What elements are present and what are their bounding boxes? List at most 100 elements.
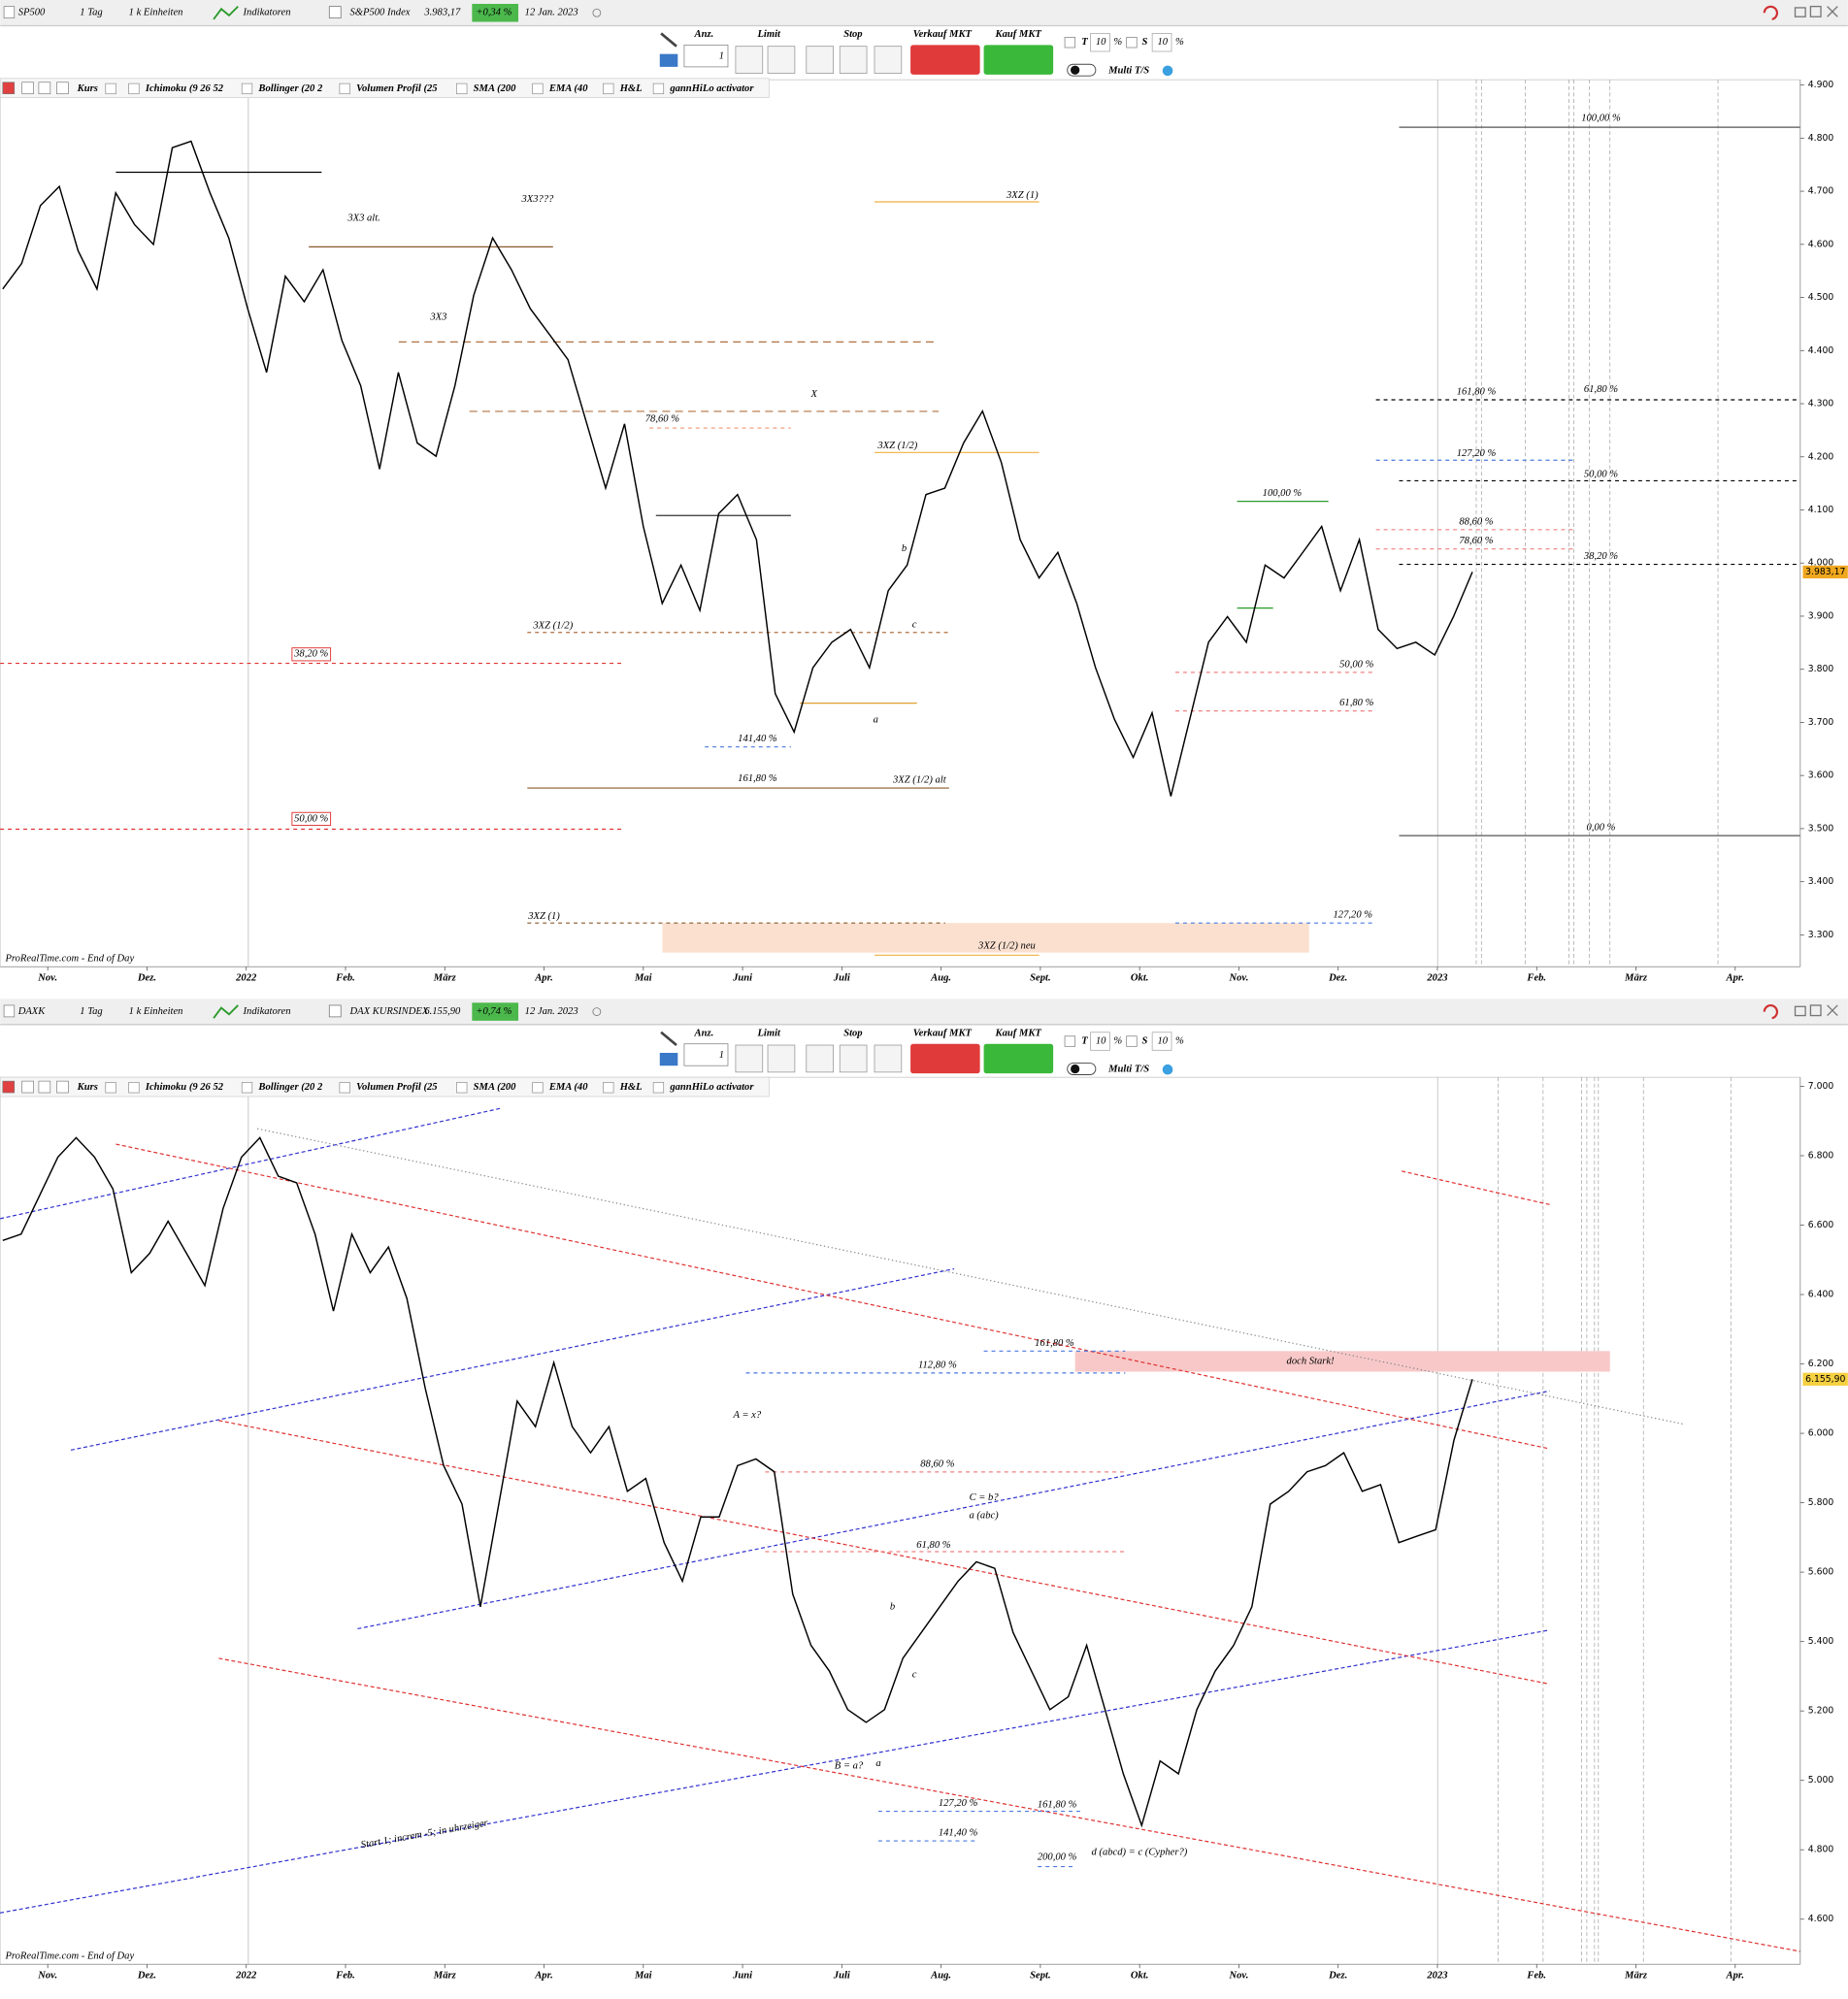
order-btn[interactable] [806, 46, 835, 74]
symbol-icon [3, 1004, 16, 1018]
qty-input[interactable] [683, 44, 729, 68]
panel-icon[interactable] [2, 82, 16, 95]
check[interactable] [1126, 37, 1138, 49]
order-btn[interactable] [767, 1044, 796, 1073]
indicators-button[interactable]: Indikatoren [243, 1006, 291, 1017]
annotation: 3XZ (1/2) alt [892, 775, 947, 786]
indicator-check[interactable] [339, 1082, 350, 1094]
indicator-check[interactable] [603, 1082, 614, 1094]
window-btn[interactable] [1809, 5, 1822, 17]
panel-icon[interactable] [21, 1080, 34, 1094]
close-btn[interactable] [1827, 6, 1838, 17]
indicator-name[interactable]: Volumen Profil (25 [356, 83, 438, 94]
refresh-icon[interactable] [1763, 5, 1779, 20]
indicator-check[interactable] [652, 82, 665, 95]
indicator-name[interactable]: Ichimoku (9 26 52 [145, 1082, 224, 1093]
price-axis [1799, 77, 1848, 969]
input[interactable] [1151, 33, 1172, 52]
indicator-name[interactable]: Ichimoku (9 26 52 [145, 83, 224, 94]
indicator-check[interactable] [339, 82, 350, 95]
indicator-check[interactable] [105, 1082, 116, 1094]
check[interactable] [1126, 1035, 1138, 1047]
symbol[interactable]: DAXK [17, 1006, 47, 1017]
order-btn[interactable] [767, 46, 796, 74]
panel-icon[interactable] [56, 82, 69, 95]
indicator-check[interactable] [603, 82, 614, 95]
indicator-check[interactable] [456, 1082, 468, 1094]
check[interactable] [1064, 37, 1076, 49]
panel-icon[interactable] [38, 82, 51, 95]
check[interactable] [1064, 1035, 1076, 1047]
refresh-icon[interactable] [1763, 1004, 1779, 1020]
window-btn[interactable] [1794, 1005, 1806, 1017]
indicator-bar [0, 1076, 770, 1098]
indicator-check[interactable] [241, 82, 253, 95]
period[interactable]: 1 Tag [80, 8, 102, 18]
indicators-button[interactable]: Indikatoren [243, 8, 291, 18]
buy-btn[interactable] [983, 1043, 1054, 1074]
order-btn[interactable] [874, 46, 903, 74]
annotation: a [875, 1758, 880, 1769]
order-btn[interactable] [735, 46, 764, 74]
indicator-check[interactable] [241, 1082, 253, 1094]
x-tick-label: März [1624, 973, 1648, 984]
order-btn[interactable] [806, 1044, 835, 1073]
qty[interactable]: 1 [719, 1050, 724, 1061]
indicator-name[interactable]: H&L [619, 1082, 643, 1093]
indicator-check[interactable] [105, 82, 116, 95]
indicator-name[interactable]: SMA (200 [474, 83, 517, 94]
indicator-name[interactable]: Kurs [77, 1082, 98, 1093]
panel-icon[interactable] [21, 82, 34, 95]
buy-btn[interactable] [983, 45, 1054, 75]
indicator-check[interactable] [652, 1082, 665, 1094]
indicator-name[interactable]: EMA (40 [548, 83, 588, 94]
symbol-icon [3, 6, 16, 18]
s-val: 10 [1157, 1035, 1168, 1046]
x-tick-label: 2023 [1426, 1971, 1447, 1982]
indicator-name[interactable]: Kurs [77, 83, 98, 94]
indicator-name[interactable]: EMA (40 [548, 1082, 588, 1093]
panel-icon[interactable] [2, 1080, 16, 1094]
qty[interactable]: 1 [719, 51, 724, 62]
window-btn[interactable] [1794, 7, 1806, 17]
qty-label: Anz. [694, 29, 714, 40]
symbol[interactable]: SP500 [18, 8, 46, 18]
indicator-name[interactable]: Bollinger (20 2 [257, 83, 323, 94]
indicator-check[interactable] [532, 1082, 544, 1094]
x-tick-label: Feb. [335, 1971, 355, 1982]
period[interactable]: 1 Tag [80, 1006, 102, 1017]
units[interactable]: 1 k Einheiten [129, 1006, 183, 1017]
annotation: C = b? [970, 1492, 1000, 1503]
indicator-check[interactable] [456, 82, 468, 95]
annotation: 161,80 % [738, 773, 777, 784]
close-btn[interactable] [1827, 1004, 1838, 1017]
order-btn[interactable] [735, 1044, 764, 1073]
input[interactable] [1090, 1032, 1110, 1051]
indicator-name[interactable]: gannHiLo activator [669, 83, 754, 94]
qty-input[interactable] [683, 1043, 729, 1066]
annotation: 3X3 [429, 312, 446, 323]
indicator-name[interactable]: SMA (200 [474, 1082, 517, 1093]
sell-btn[interactable] [910, 1043, 980, 1074]
window-btn[interactable] [1809, 1004, 1822, 1017]
indicator-name[interactable]: H&L [619, 83, 643, 94]
annotation: c [912, 619, 917, 630]
sell-btn[interactable] [910, 45, 980, 75]
order-btn[interactable] [839, 46, 868, 74]
panel-icon[interactable] [38, 1080, 51, 1094]
units[interactable]: 1 k Einheiten [129, 8, 183, 18]
x-tick-label: Apr. [1726, 1971, 1745, 1982]
indicator-name[interactable]: Bollinger (20 2 [257, 1082, 323, 1093]
indicator-check[interactable] [128, 1082, 140, 1094]
t-unit: % [1113, 37, 1122, 48]
panel-icon[interactable] [56, 1080, 69, 1094]
input[interactable] [1090, 33, 1110, 52]
annotation: 127,20 % [939, 1798, 978, 1809]
indicator-check[interactable] [532, 82, 544, 95]
order-btn[interactable] [839, 1044, 868, 1073]
indicator-check[interactable] [128, 82, 140, 95]
order-btn[interactable] [874, 1044, 903, 1073]
indicator-name[interactable]: gannHiLo activator [669, 1082, 754, 1093]
indicator-name[interactable]: Volumen Profil (25 [356, 1082, 438, 1093]
input[interactable] [1151, 1032, 1172, 1051]
